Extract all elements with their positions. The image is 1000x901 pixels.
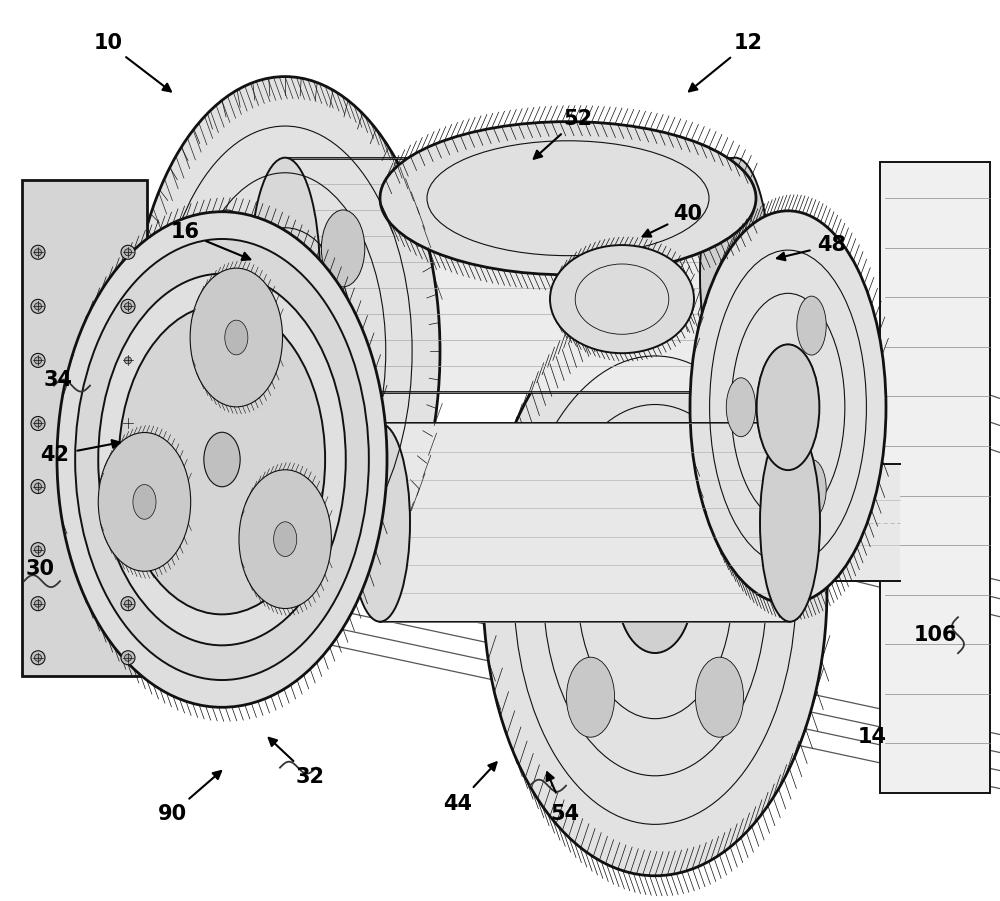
Text: 12: 12 [734,33,763,53]
Ellipse shape [350,423,410,622]
Circle shape [121,651,135,665]
Text: 54: 54 [550,804,580,824]
Text: 44: 44 [444,794,473,814]
Ellipse shape [760,423,820,622]
Text: 106: 106 [913,625,957,645]
Circle shape [124,600,132,607]
Ellipse shape [98,432,191,571]
Ellipse shape [251,291,319,412]
Ellipse shape [690,211,886,604]
Circle shape [121,596,135,611]
Ellipse shape [133,485,156,519]
Polygon shape [880,162,990,793]
Ellipse shape [700,158,770,392]
Circle shape [121,245,135,259]
Circle shape [34,420,42,427]
Circle shape [121,479,135,494]
Circle shape [34,483,42,490]
Text: 10: 10 [94,33,122,53]
Circle shape [34,654,42,661]
Circle shape [124,654,132,661]
Circle shape [124,357,132,364]
Circle shape [31,479,45,494]
Ellipse shape [57,212,387,707]
Ellipse shape [757,344,819,470]
Circle shape [124,303,132,310]
Circle shape [121,299,135,314]
Ellipse shape [130,77,440,626]
Ellipse shape [695,657,744,737]
Text: 30: 30 [26,560,54,579]
Circle shape [124,546,132,553]
Ellipse shape [225,320,248,355]
Circle shape [31,542,45,557]
Ellipse shape [239,469,331,608]
Bar [22,180,147,676]
Ellipse shape [380,122,756,275]
Circle shape [31,245,45,259]
Text: 48: 48 [818,235,846,255]
Ellipse shape [797,460,826,518]
Ellipse shape [205,416,249,493]
Text: 90: 90 [157,804,187,824]
Ellipse shape [695,443,744,523]
Ellipse shape [483,305,827,876]
Circle shape [31,416,45,431]
Ellipse shape [75,239,369,680]
Text: 40: 40 [674,205,702,224]
Circle shape [121,416,135,431]
Circle shape [124,420,132,427]
Text: 14: 14 [858,727,887,747]
Ellipse shape [321,416,365,493]
Bar [285,158,735,392]
Ellipse shape [98,274,346,645]
Circle shape [124,249,132,256]
Ellipse shape [190,268,283,407]
Text: 34: 34 [44,370,72,390]
Text: 42: 42 [40,445,70,465]
Bar [140,464,900,581]
Ellipse shape [205,210,249,287]
Circle shape [121,353,135,368]
Circle shape [31,651,45,665]
Ellipse shape [250,158,320,392]
Ellipse shape [274,522,297,557]
Circle shape [31,596,45,611]
Circle shape [34,600,42,607]
Ellipse shape [321,210,365,287]
Bar [380,423,790,622]
Circle shape [34,546,42,553]
Ellipse shape [566,657,615,737]
Ellipse shape [119,305,325,614]
Text: 16: 16 [170,223,200,242]
Circle shape [31,299,45,314]
Circle shape [34,249,42,256]
Circle shape [121,542,135,557]
Text: 32: 32 [296,767,324,787]
Ellipse shape [726,378,756,437]
Ellipse shape [204,432,240,487]
Ellipse shape [550,245,694,353]
Ellipse shape [797,296,826,355]
Circle shape [124,483,132,490]
Circle shape [34,357,42,364]
Ellipse shape [617,527,693,653]
Text: 52: 52 [563,109,593,129]
Ellipse shape [566,443,615,523]
Circle shape [34,303,42,310]
Circle shape [31,353,45,368]
